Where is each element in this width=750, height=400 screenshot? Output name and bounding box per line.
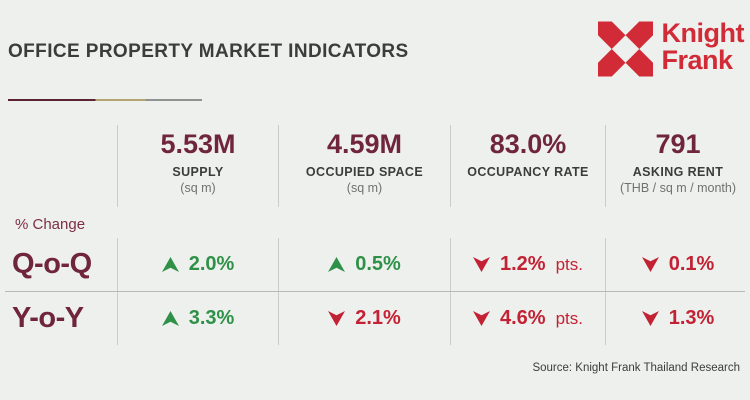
logo-line-2: Frank xyxy=(661,45,734,75)
occupied-space-label: OCCUPIED SPACE xyxy=(305,165,424,179)
asking-rent-value: 791 xyxy=(655,129,701,159)
yoy-occupancy-value: 4.6% xyxy=(500,307,546,329)
occupied-space-unit: (sq m) xyxy=(346,181,383,195)
down-arrow-icon xyxy=(473,257,490,272)
yoy-supply-cell: 3.3% xyxy=(117,292,278,345)
change-arrow xyxy=(641,257,659,272)
supply-unit: (sq m) xyxy=(180,181,216,195)
occupancy-rate-value: 83.0% xyxy=(489,129,567,159)
yoy-row-label: Y-o-Y xyxy=(12,302,84,334)
qoq-occupancy-value: 1.2% xyxy=(500,253,546,275)
up-arrow-icon xyxy=(328,257,346,272)
knight-frank-diamond-icon xyxy=(597,20,653,78)
source-credit: Source: Knight Frank Thailand Research xyxy=(532,362,740,374)
qoq-occupancy-suffix: pts. xyxy=(555,254,583,274)
yoy-occupied-cell: 2.1% xyxy=(278,292,450,345)
yoy-supply-value: 3.3% xyxy=(188,307,235,329)
yoy-occupancy-suffix: pts. xyxy=(555,308,583,328)
qoq-supply-value: 2.0% xyxy=(188,253,235,275)
qoq-occupied-value: 0.5% xyxy=(355,253,401,275)
change-arrow xyxy=(473,257,490,272)
change-arrow xyxy=(328,311,346,326)
occupied-space-value: 4.59M xyxy=(326,129,403,159)
change-arrow xyxy=(161,311,179,326)
yoy-rent-cell: 1.3% xyxy=(605,292,750,345)
up-arrow-icon xyxy=(161,257,179,272)
occupancy-rate-unit xyxy=(451,181,605,195)
change-arrow xyxy=(473,311,490,326)
pct-change-label: % Change xyxy=(15,216,86,233)
up-arrow-icon xyxy=(161,311,179,326)
row-divider xyxy=(5,291,745,292)
change-arrow xyxy=(641,311,659,326)
change-arrow xyxy=(161,257,179,272)
down-arrow-icon xyxy=(473,311,490,326)
down-arrow-icon xyxy=(641,311,659,326)
page-title: OFFICE PROPERTY MARKET INDICATORS xyxy=(8,41,409,62)
yoy-row: Y-o-Y 3.3% 2.1% xyxy=(0,292,750,345)
yoy-rent-value: 1.3% xyxy=(668,307,715,329)
asking-rent-label: ASKING RENT xyxy=(632,165,724,179)
yoy-occupancy-cell: 4.6% pts. xyxy=(450,292,605,345)
qoq-row: Q-o-Q 2.0% 0.5% xyxy=(0,238,750,291)
header-spacer xyxy=(0,125,117,207)
change-arrow xyxy=(328,257,346,272)
supply-label: SUPPLY xyxy=(172,165,224,179)
supply-value: 5.53M xyxy=(160,129,236,159)
occupancy-rate-label: OCCUPANCY RATE xyxy=(467,165,589,179)
qoq-occupancy-cell: 1.2% pts. xyxy=(450,238,605,291)
qoq-rent-cell: 0.1% xyxy=(605,238,750,291)
yoy-occupied-value: 2.1% xyxy=(355,307,401,329)
logo-wordmark: Knight Frank xyxy=(661,18,745,75)
qoq-occupied-cell: 0.5% xyxy=(278,238,450,291)
column-occupied-space: 4.59M OCCUPIED SPACE (sq m) xyxy=(278,125,450,207)
qoq-rent-value: 0.1% xyxy=(668,253,715,275)
title-underline-rule xyxy=(8,99,202,101)
indicators-table: 5.53M SUPPLY (sq m) 4.59M OCCUPIED SPACE… xyxy=(0,125,750,345)
column-asking-rent: 791 ASKING RENT (THB / sq m / month) xyxy=(605,125,750,207)
logo-line-1: Knight xyxy=(661,18,745,48)
qoq-row-label: Q-o-Q xyxy=(12,248,92,280)
down-arrow-icon xyxy=(328,311,346,326)
knight-frank-logo: Knight Frank xyxy=(597,18,745,78)
down-arrow-icon xyxy=(641,257,659,272)
qoq-supply-cell: 2.0% xyxy=(117,238,278,291)
column-supply: 5.53M SUPPLY (sq m) xyxy=(117,125,278,207)
header-row: 5.53M SUPPLY (sq m) 4.59M OCCUPIED SPACE… xyxy=(0,125,750,207)
asking-rent-unit: (THB / sq m / month) xyxy=(620,181,736,195)
column-occupancy-rate: 83.0% OCCUPANCY RATE xyxy=(450,125,605,207)
